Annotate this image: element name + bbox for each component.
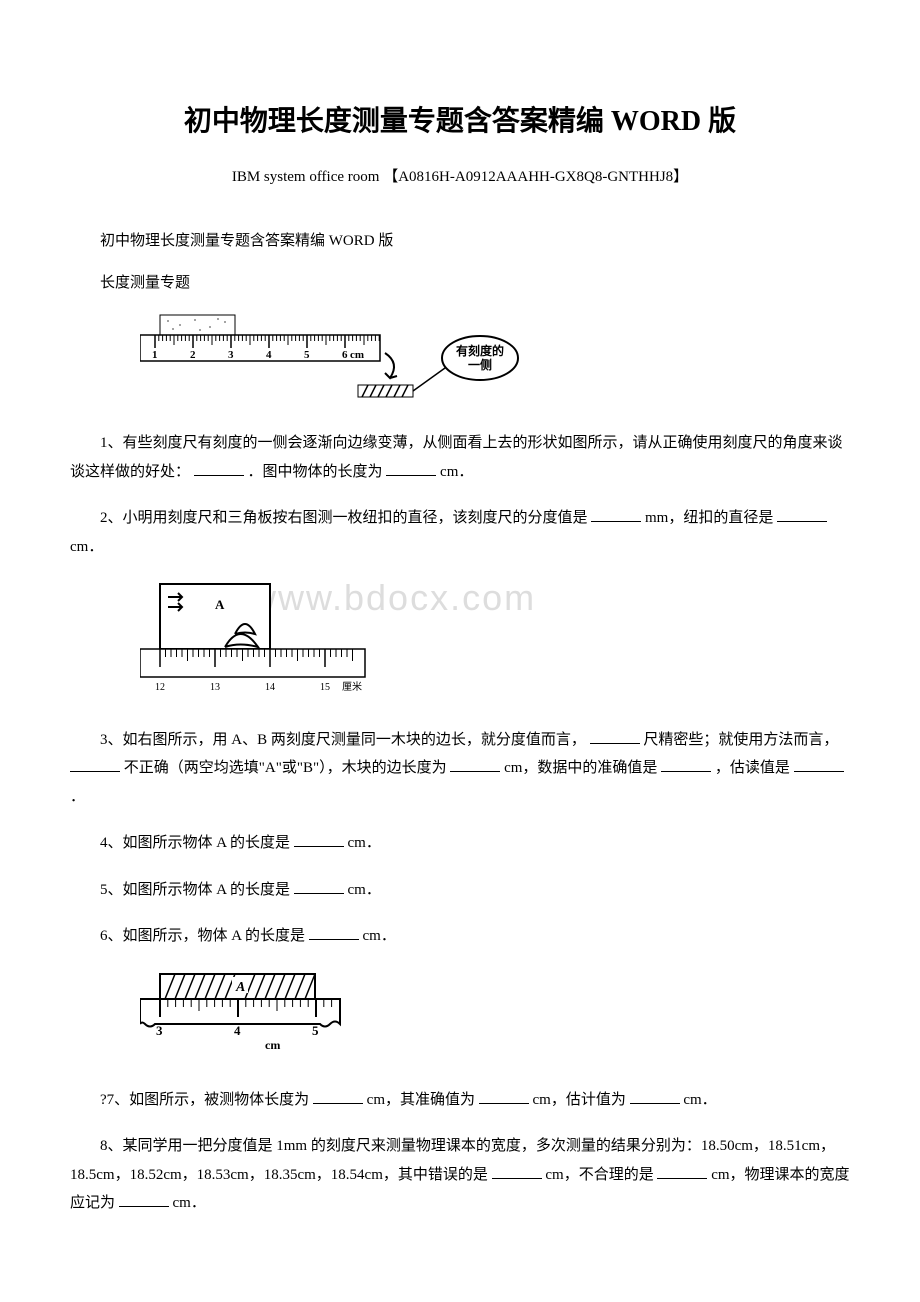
- blank: [313, 1089, 363, 1104]
- ruler-unit-1: cm: [350, 349, 364, 361]
- svg-text:3: 3: [156, 1023, 163, 1038]
- svg-text:3: 3: [228, 349, 234, 361]
- q3-text-1: 3、如右图所示，用 A、B 两刻度尺测量同一木块的边长，就分度值而言，: [100, 732, 586, 748]
- q5-text-1: 5、如图所示物体 A 的长度是: [100, 882, 290, 898]
- blank: [630, 1089, 680, 1104]
- svg-text:5: 5: [312, 1023, 319, 1038]
- question-1: 1、有些刻度尺有刻度的一侧会逐渐向边缘变薄，从侧面看上去的形状如图所示，请从正确…: [70, 429, 850, 486]
- svg-text:14: 14: [265, 682, 275, 693]
- question-2: 2、小明用刻度尺和三角板按右图测一枚纽扣的直径，该刻度尺的分度值是 mm，纽扣的…: [70, 504, 850, 561]
- blank: [591, 507, 641, 522]
- section-heading-2: 长度测量专题: [70, 271, 850, 295]
- blank: [479, 1089, 529, 1104]
- blank: [194, 461, 244, 476]
- ruler-figure-3: A 3 4 5 cm: [140, 969, 360, 1059]
- page-subtitle: IBM system office room 【A0816H-A0912AAAH…: [70, 165, 850, 189]
- figure-3-label: A: [235, 980, 245, 995]
- page-title: 初中物理长度测量专题含答案精编 WORD 版: [70, 100, 850, 145]
- q8-text-4: cm．: [173, 1195, 206, 1211]
- q7-text-1: ?7、如图所示，被测物体长度为: [100, 1092, 309, 1108]
- svg-text:12: 12: [155, 682, 165, 693]
- q3-text-4: cm，数据中的准确值是: [504, 760, 657, 776]
- svg-text:4: 4: [266, 349, 272, 361]
- question-3: 3、如右图所示，用 A、B 两刻度尺测量同一木块的边长，就分度值而言， 尺精密些…: [70, 726, 850, 812]
- blank: [794, 757, 844, 772]
- figure-1: 1 2 3 4 5 6 cm 有刻度的 一侧: [140, 313, 850, 412]
- blank: [450, 757, 500, 772]
- blank: [119, 1192, 169, 1207]
- blank: [661, 757, 711, 772]
- ruler-unit-2: 厘米: [342, 680, 362, 693]
- q3-text-3: 不正确（两空均选填"A"或"B"），木块的边长度为: [124, 760, 447, 776]
- figure-2-label: A: [215, 597, 225, 612]
- q6-text-1: 6、如图所示，物体 A 的长度是: [100, 928, 305, 944]
- ruler-unit-3: cm: [265, 1038, 280, 1052]
- blank: [777, 507, 827, 522]
- blank: [294, 879, 344, 894]
- question-6: 6、如图所示，物体 A 的长度是 cm．: [70, 922, 850, 951]
- svg-text:13: 13: [210, 682, 220, 693]
- svg-text:5: 5: [304, 349, 310, 361]
- q5-text-2: cm．: [348, 882, 381, 898]
- callout-text-1: 有刻度的: [456, 343, 504, 358]
- q1-text-2: ．图中物体的长度为: [248, 464, 383, 480]
- q4-text-1: 4、如图所示物体 A 的长度是: [100, 835, 290, 851]
- blank: [492, 1164, 542, 1179]
- figure-3: A 3 4 5 cm: [140, 969, 850, 1068]
- svg-text:2: 2: [190, 349, 196, 361]
- q2-text-2: mm，纽扣的直径是: [645, 510, 773, 526]
- question-8: 8、某同学用一把分度值是 1mm 的刻度尺来测量物理课本的宽度，多次测量的结果分…: [70, 1132, 850, 1218]
- q6-text-2: cm．: [363, 928, 396, 944]
- q8-text-2: cm，不合理的是: [545, 1167, 653, 1183]
- q3-text-5: ，估读值是: [715, 760, 790, 776]
- ruler-figure-1: 1 2 3 4 5 6 cm 有刻度的 一侧: [140, 313, 520, 403]
- svg-text:1: 1: [152, 349, 158, 361]
- figure-2: www.bdocx.com A 12131415 厘米: [140, 579, 850, 708]
- q3-text-6: ．: [70, 789, 85, 805]
- section-heading-1: 初中物理长度测量专题含答案精编 WORD 版: [70, 229, 850, 253]
- blank: [657, 1164, 707, 1179]
- blank: [386, 461, 436, 476]
- q3-text-2: 尺精密些；就使用方法而言，: [643, 732, 838, 748]
- question-7: ?7、如图所示，被测物体长度为 cm，其准确值为 cm，估计值为 cm．: [70, 1086, 850, 1115]
- svg-text:15: 15: [320, 682, 330, 693]
- q7-text-3: cm，估计值为: [533, 1092, 626, 1108]
- q2-text-3: cm．: [70, 539, 103, 555]
- q1-text-3: cm．: [440, 464, 473, 480]
- svg-text:6: 6: [342, 349, 348, 361]
- q7-text-4: cm．: [683, 1092, 716, 1108]
- blank: [294, 832, 344, 847]
- svg-text:4: 4: [234, 1023, 241, 1038]
- blank: [590, 729, 640, 744]
- blank: [309, 925, 359, 940]
- q4-text-2: cm．: [348, 835, 381, 851]
- callout-text-2: 一侧: [468, 357, 492, 372]
- blank: [70, 757, 120, 772]
- question-4: 4、如图所示物体 A 的长度是 cm．: [70, 829, 850, 858]
- q2-text-1: 2、小明用刻度尺和三角板按右图测一枚纽扣的直径，该刻度尺的分度值是: [100, 510, 588, 526]
- q7-text-2: cm，其准确值为: [367, 1092, 475, 1108]
- ruler-figure-2: A 12 13 14 15 厘米: [140, 579, 370, 699]
- question-5: 5、如图所示物体 A 的长度是 cm．: [70, 876, 850, 905]
